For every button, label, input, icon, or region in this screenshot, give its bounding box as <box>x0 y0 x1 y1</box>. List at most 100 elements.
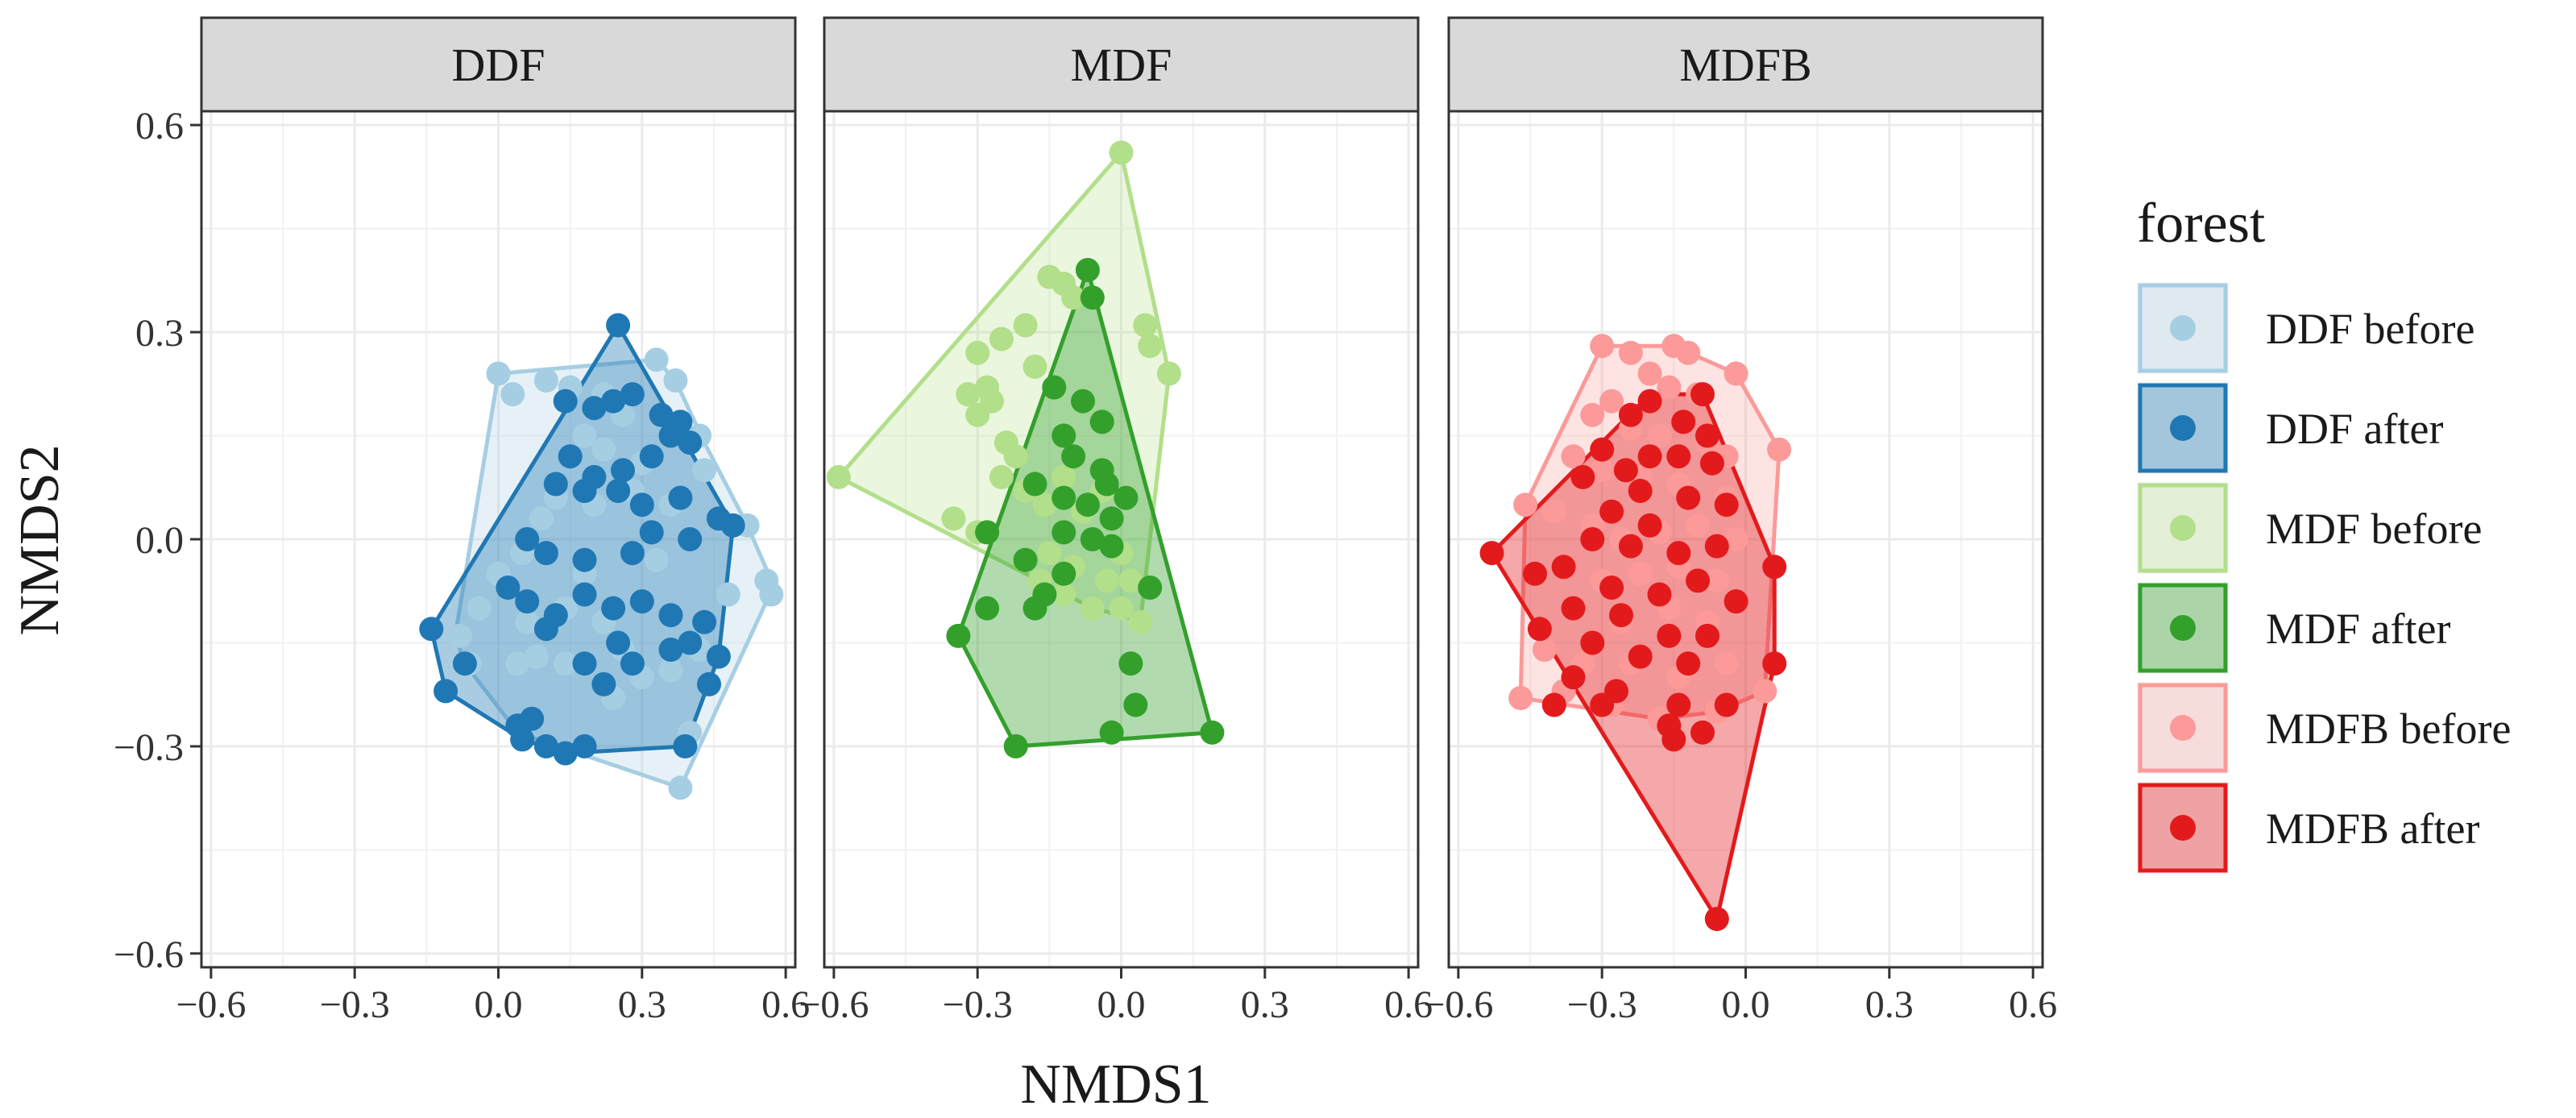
point-mdfb-after <box>1527 617 1552 642</box>
point-mdfb-after <box>1523 561 1547 586</box>
point-ddf-after <box>419 617 444 642</box>
point-mdfb-before <box>1637 361 1662 386</box>
point-mdfb-before <box>1753 679 1777 704</box>
legend-label-mdfb-before: MDFB before <box>2266 704 2511 753</box>
point-ddf-after <box>606 479 631 503</box>
series-mdfb-after <box>1479 382 1787 931</box>
point-ddf-after <box>668 409 693 434</box>
facet-strip-label-mdfb: MDFB <box>1679 39 1811 91</box>
point-mdf-after <box>1099 534 1124 559</box>
point-mdf-after <box>1123 692 1148 717</box>
point-ddf-after <box>678 527 703 551</box>
y-tick-label: −0.6 <box>114 933 184 976</box>
point-mdf-after <box>1071 389 1095 414</box>
point-ddf-before <box>759 582 784 607</box>
point-mdfb-before <box>1657 375 1682 400</box>
point-mdf-after <box>1099 506 1124 531</box>
point-mdfb-after <box>1647 582 1672 607</box>
point-mdf-before <box>989 464 1014 489</box>
x-tick-label: 0.6 <box>761 983 810 1026</box>
point-mdfb-after <box>1724 589 1748 614</box>
point-mdf-before <box>965 402 990 427</box>
point-mdfb-after <box>1661 727 1686 752</box>
point-mdf-before <box>989 326 1014 351</box>
point-mdfb-before <box>1541 499 1566 524</box>
point-mdf-before <box>1061 285 1086 310</box>
point-mdfb-after <box>1666 692 1691 717</box>
point-mdf-before <box>1003 444 1028 469</box>
point-mdf-before <box>1156 361 1181 386</box>
facet-strip-label-mdf: MDF <box>1071 39 1172 91</box>
point-ddf-after <box>520 706 545 731</box>
point-ddf-before <box>533 368 558 393</box>
point-ddf-after <box>515 527 540 551</box>
point-mdfb-after <box>1628 644 1653 669</box>
facet-mdfb: MDFB −0.6 −0.3 0.0 0.3 0.6 <box>1423 16 2057 1026</box>
point-ddf-after <box>697 671 721 696</box>
point-mdfb-before <box>1704 568 1729 593</box>
point-ddf-after <box>649 402 674 427</box>
point-mdfb-before <box>1724 527 1748 551</box>
x-tick-label: 0.0 <box>475 983 523 1026</box>
x-axis-mdf: −0.6 −0.3 0.0 0.3 0.6 <box>799 967 1433 1026</box>
point-mdf-after <box>1114 485 1139 510</box>
legend-label-mdfb-after: MDFB after <box>2266 804 2479 853</box>
point-mdfb-before <box>1686 513 1711 538</box>
point-mdfb-after <box>1551 555 1576 580</box>
point-mdfb-after <box>1541 692 1566 717</box>
point-mdfb-after <box>1676 651 1701 676</box>
point-mdf-before <box>1037 541 1062 566</box>
point-ddf-before <box>668 775 693 800</box>
point-mdfb-before <box>1580 402 1605 427</box>
point-mdf-after <box>1075 258 1100 282</box>
point-mdf-before <box>1052 464 1076 489</box>
point-mdf-after <box>1052 561 1076 586</box>
point-ddf-after <box>572 547 597 572</box>
point-ddf-after <box>572 582 597 607</box>
point-ddf-after <box>629 493 654 517</box>
point-mdf-after <box>1080 285 1105 310</box>
point-mdfb-after <box>1690 382 1715 407</box>
point-ddf-after <box>496 576 521 600</box>
legend-key-point <box>2170 615 2196 641</box>
legend-item-mdfb-after: MDFB after <box>2137 782 2479 874</box>
point-ddf-after <box>533 541 558 566</box>
point-mdf-after <box>1003 734 1028 758</box>
point-mdfb-after <box>1637 513 1662 538</box>
point-ddf-after <box>678 430 703 455</box>
point-mdf-after <box>1200 720 1225 745</box>
point-mdf-after <box>1099 720 1124 745</box>
point-ddf-after <box>639 444 664 469</box>
point-ddf-before <box>448 623 472 648</box>
point-mdf-before <box>1080 596 1105 621</box>
legend-label-ddf-after: DDF after <box>2266 405 2443 453</box>
x-tick-label: 0.3 <box>1241 983 1289 1026</box>
point-mdfb-after <box>1714 493 1739 517</box>
point-mdf-before <box>1052 582 1076 607</box>
point-ddf-after <box>510 727 535 752</box>
point-mdf-before <box>1094 568 1119 593</box>
point-ddf-after <box>620 651 645 676</box>
y-tick-label: 0.6 <box>135 105 184 148</box>
point-mdfb-before <box>1767 437 1792 462</box>
legend-label-mdf-before: MDF before <box>2266 505 2482 553</box>
point-mdfb-after <box>1637 444 1662 469</box>
point-mdf-after <box>1089 409 1114 434</box>
point-ddf-before <box>505 651 530 676</box>
point-mdfb-after <box>1695 423 1719 448</box>
point-ddf-after <box>606 630 631 655</box>
point-mdfb-after <box>1561 665 1586 690</box>
point-mdf-before <box>1138 334 1163 359</box>
point-ddf-after <box>553 389 578 414</box>
point-mdf-before <box>1118 568 1143 593</box>
point-ddf-before <box>716 582 740 607</box>
point-mdf-before <box>1133 313 1158 338</box>
point-mdfb-after <box>1762 555 1787 580</box>
point-mdfb-after <box>1704 907 1729 931</box>
point-ddf-after <box>572 651 597 676</box>
point-mdf-after <box>1052 423 1076 448</box>
point-ddf-before <box>525 644 549 669</box>
point-mdf-before <box>941 506 966 531</box>
point-mdf-after <box>1052 485 1076 510</box>
x-axis-mdfb: −0.6 −0.3 0.0 0.3 0.6 <box>1423 967 2057 1026</box>
